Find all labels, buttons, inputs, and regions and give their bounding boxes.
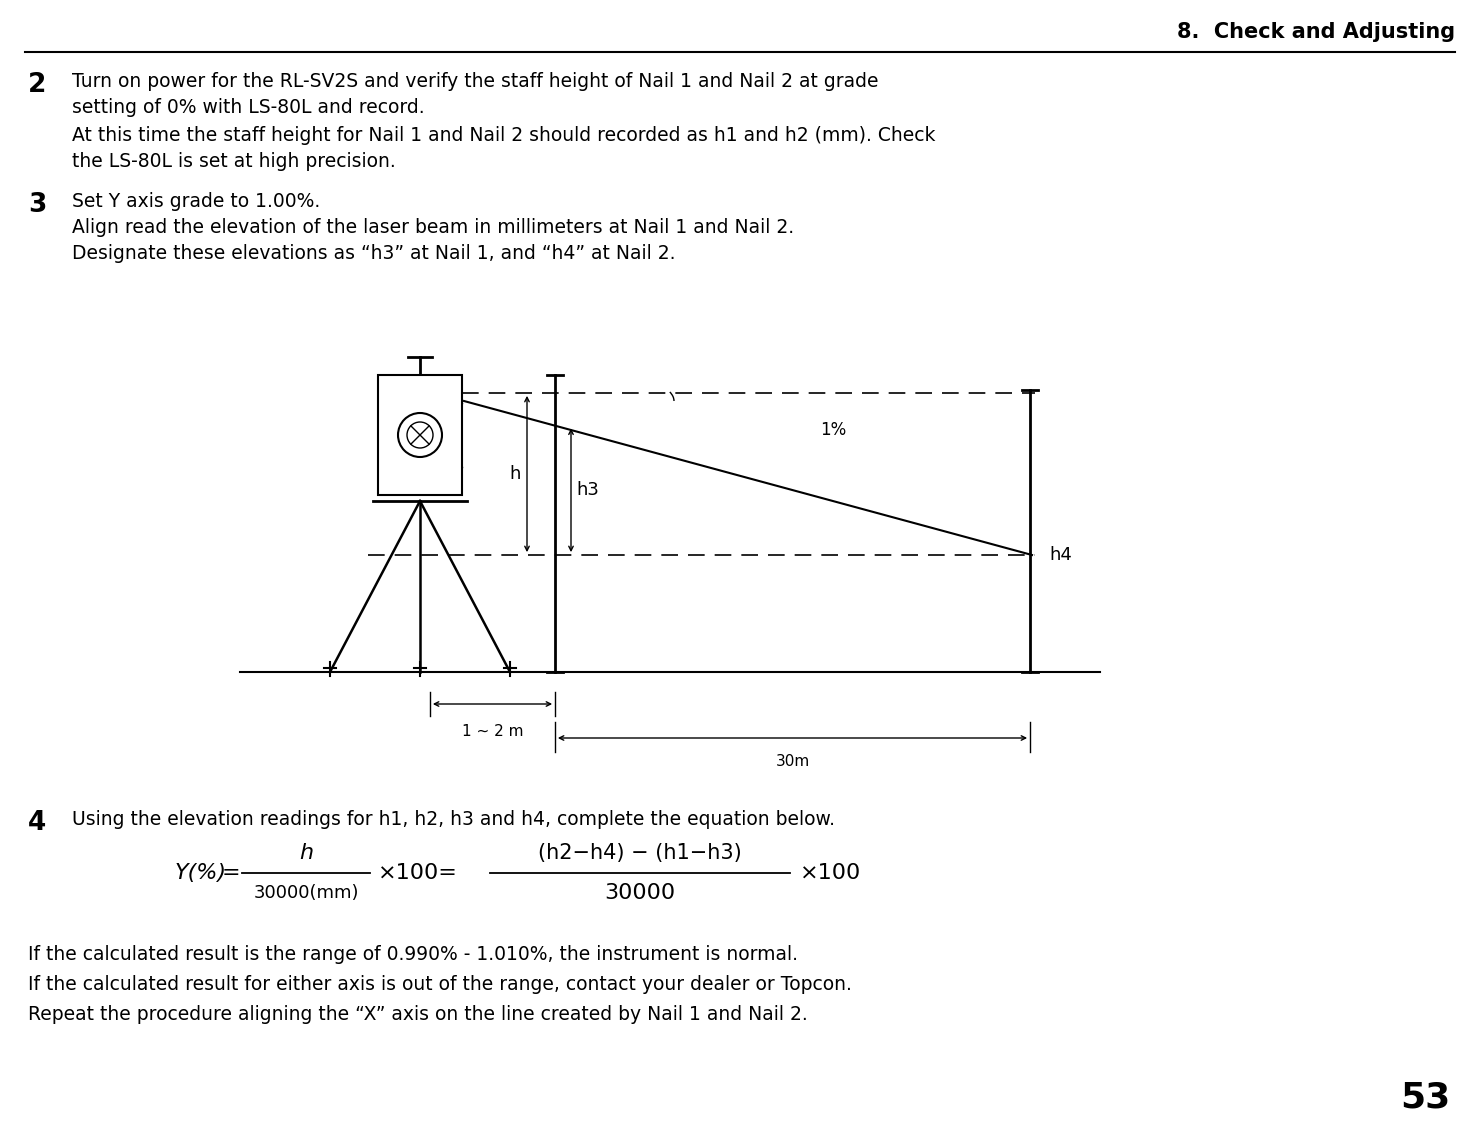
Text: 30000: 30000 [604, 883, 676, 903]
Text: h: h [510, 465, 521, 483]
Text: h: h [299, 843, 314, 863]
Text: 4: 4 [28, 811, 46, 837]
Text: Set Y axis grade to 1.00%.: Set Y axis grade to 1.00%. [72, 192, 320, 211]
Text: h3: h3 [576, 481, 600, 499]
Text: Align read the elevation of the laser beam in millimeters at Nail 1 and Nail 2.: Align read the elevation of the laser be… [72, 218, 794, 237]
Text: If the calculated result for either axis is out of the range, contact your deale: If the calculated result for either axis… [28, 975, 851, 994]
Bar [379, 375, 463, 495]
Text: h4: h4 [1049, 546, 1072, 564]
Text: Repeat the procedure aligning the “X” axis on the line created by Nail 1 and Nai: Repeat the procedure aligning the “X” ax… [28, 1005, 807, 1024]
Text: 1%: 1% [820, 421, 847, 439]
Text: setting of 0% with LS-80L and record.: setting of 0% with LS-80L and record. [72, 98, 424, 117]
Text: (h2−h4) − (h1−h3): (h2−h4) − (h1−h3) [538, 843, 742, 863]
Text: 30000(mm): 30000(mm) [253, 884, 359, 902]
Text: 2: 2 [28, 72, 46, 98]
Circle shape [407, 422, 433, 448]
Text: the LS-80L is set at high precision.: the LS-80L is set at high precision. [72, 152, 396, 171]
Circle shape [398, 413, 442, 457]
Text: ×100: ×100 [800, 863, 862, 883]
Text: Y(%): Y(%) [175, 863, 227, 883]
Text: Designate these elevations as “h3” at Nail 1, and “h4” at Nail 2.: Designate these elevations as “h3” at Na… [72, 245, 676, 263]
Text: Turn on power for the RL-SV2S and verify the staff height of Nail 1 and Nail 2 a: Turn on power for the RL-SV2S and verify… [72, 72, 878, 91]
Text: At this time the staff height for Nail 1 and Nail 2 should recorded as h1 and h2: At this time the staff height for Nail 1… [72, 126, 935, 145]
Text: 1 ~ 2 m: 1 ~ 2 m [461, 724, 523, 739]
Text: 30m: 30m [775, 754, 810, 769]
Text: 8.  Check and Adjusting: 8. Check and Adjusting [1177, 22, 1455, 42]
Text: 53: 53 [1399, 1081, 1449, 1115]
Text: Using the elevation readings for h1, h2, h3 and h4, complete the equation below.: Using the elevation readings for h1, h2,… [72, 811, 835, 829]
Text: ×100=: ×100= [379, 863, 458, 883]
Text: 3: 3 [28, 192, 46, 218]
Text: If the calculated result is the range of 0.990% - 1.010%, the instrument is norm: If the calculated result is the range of… [28, 945, 798, 964]
Text: =: = [222, 863, 240, 883]
